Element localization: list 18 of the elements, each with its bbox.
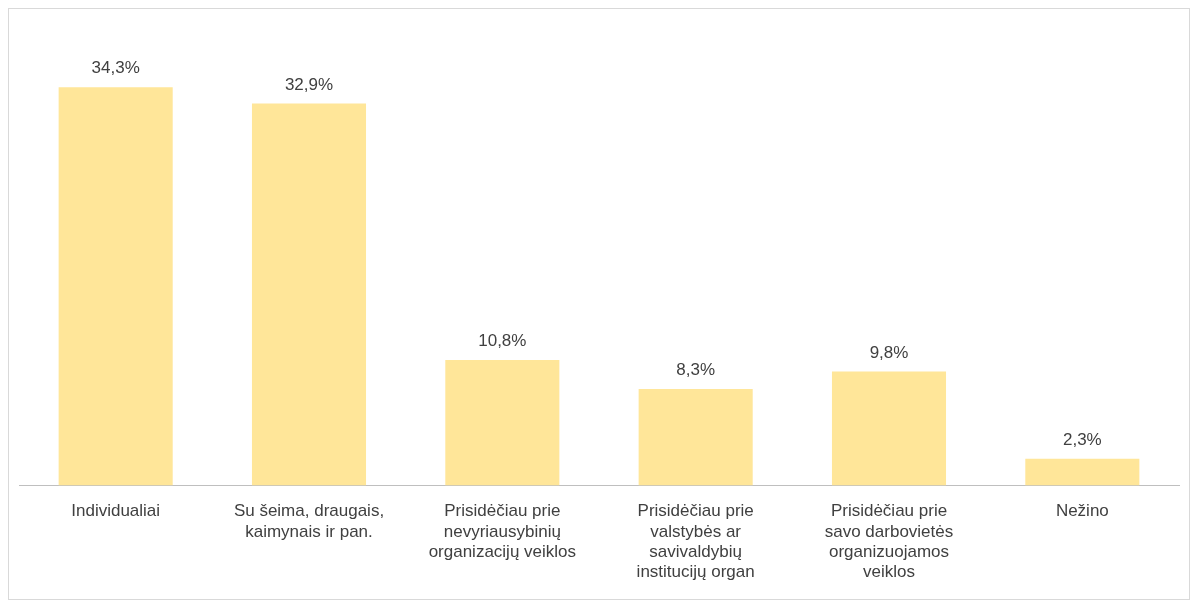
bar <box>58 87 173 486</box>
data-label: 10,8% <box>478 331 527 351</box>
x-tick-label: Prisidėčiau prie savo darbovietės organizuojamos veiklos <box>824 501 954 582</box>
x-tick-label: Prisidėčiau prie nevyriausybinių organizacijų veiklos <box>428 501 577 562</box>
bar <box>251 103 367 486</box>
data-label: 9,8% <box>869 342 909 362</box>
data-label: 32,9% <box>284 74 334 94</box>
x-tick-label: Prisidėčiau prie valstybės ar savivaldybių institucijų organ <box>636 501 755 582</box>
data-label: 2,3% <box>1062 429 1102 449</box>
data-label: 8,3% <box>676 360 716 380</box>
x-tick-label: Individualiai <box>71 501 161 521</box>
x-tick-label: Su šeima, draugais, kaimynais ir pan. <box>233 501 385 541</box>
data-label: 34,3% <box>91 58 140 78</box>
x-tick-label: Nežino <box>1055 501 1109 521</box>
bar <box>1025 458 1140 486</box>
bar <box>638 389 753 486</box>
bar <box>831 371 947 486</box>
bar <box>445 360 560 486</box>
